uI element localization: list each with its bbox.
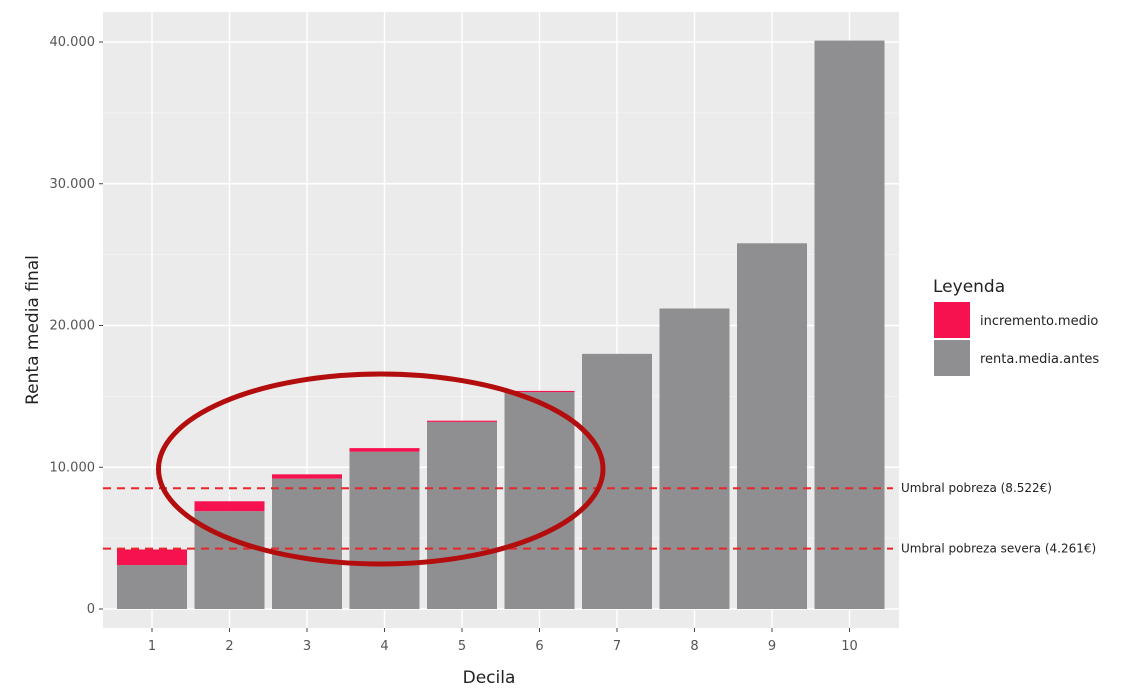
y-tick-label: 40.000 [50,35,96,50]
bar-incremento-medio-4 [349,448,420,452]
bar-renta-media-antes-3 [272,478,342,609]
bar-incremento-medio-5 [427,420,497,422]
x-tick-label: 10 [841,639,858,654]
y-tick-label: 30.000 [50,177,96,192]
bar-incremento-medio-6 [504,390,575,393]
bar-renta-media-antes-5 [427,421,497,609]
legend-label: incremento.medio [980,314,1098,329]
x-tick-label: 2 [225,639,233,654]
reference-label-2: Umbral pobreza severa (4.261€) [901,542,1096,556]
legend-label: renta.media.antes [980,352,1099,367]
bar-incremento-medio-3 [272,474,342,479]
highlight-ellipse [156,371,606,567]
bar-renta-media-antes-4 [349,451,420,609]
y-tick-label: 10.000 [50,460,96,475]
bar-renta-media-antes-10 [814,40,885,609]
bar-renta-media-antes-1 [117,565,187,609]
bar-renta-media-antes-6 [504,392,575,609]
x-tick-label: 9 [768,639,776,654]
y-axis-title: Renta media final [23,255,43,405]
legend-swatch-incremento-medio [934,302,970,338]
x-tick-label: 4 [380,639,388,654]
x-tick-label: 7 [613,639,621,654]
bar-incremento-medio-2 [194,501,265,512]
bar-incremento-medio-1 [117,549,187,566]
legend-title: Leyenda [933,277,1005,297]
x-tick-label: 5 [458,639,466,654]
x-axis-title: Decila [463,668,516,688]
bar-renta-media-antes-8 [659,308,730,609]
x-tick-label: 3 [303,639,311,654]
y-tick-label: 0 [87,602,95,617]
bars [117,40,885,609]
legend-swatch-renta-media-antes [934,340,970,376]
highlight [156,371,606,567]
legend: Leyenda incremento.medio renta.media.ante… [933,277,1099,376]
bar-renta-media-antes-7 [582,353,652,609]
axes: 0 10.000 20.000 30.000 40.000 1 2 3 4 5 6 7 8 9 10 [50,35,858,654]
x-tick-label: 8 [690,639,698,654]
reference-lines: Umbral pobreza (8.522€) Umbral pobreza se… [103,481,1096,556]
y-tick-label: 20.000 [50,319,96,334]
x-tick-label: 1 [148,639,156,654]
reference-label-1: Umbral pobreza (8.522€) [901,481,1052,495]
x-tick-label: 6 [535,639,543,654]
bar-renta-media-antes-9 [737,243,807,609]
